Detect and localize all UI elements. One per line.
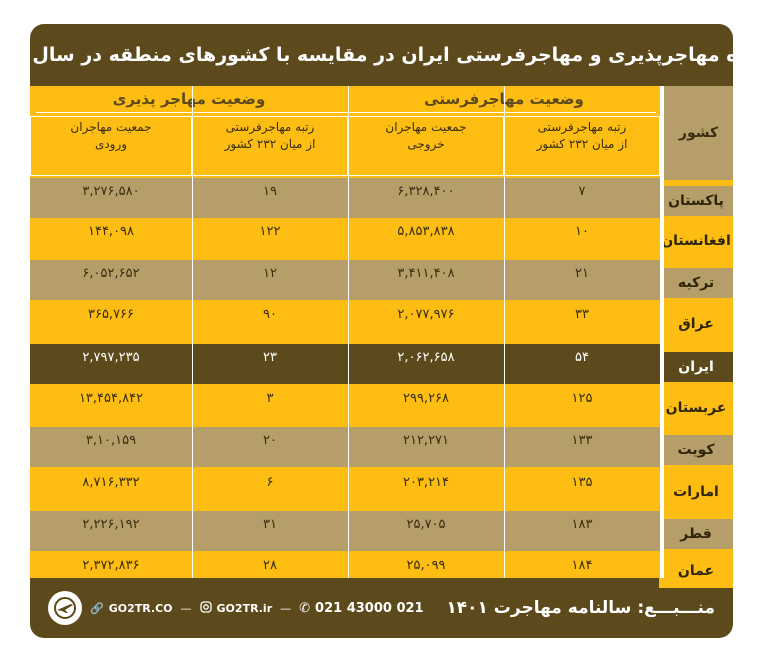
emigration-pop-cell: ۲۹۹,۲۶۸: [402, 390, 450, 406]
immigration-pop-header-box: جمعیت مهاجران ورودی: [30, 116, 192, 176]
immigration-pop-cell: ۳۶۵,۷۶۶: [87, 306, 135, 322]
emigration-rank-cell: ۵۴: [575, 349, 589, 365]
immigration-rank-cell: ۱۹: [263, 183, 277, 199]
country-cell: کویت: [659, 435, 733, 465]
immigration-pop-cell: ۲,۳۷۲,۸۳۶: [82, 557, 140, 573]
country-cell: ترکیه: [659, 268, 733, 298]
separator: —: [280, 601, 292, 615]
website-item[interactable]: 🔗 GO2TR.CO: [90, 602, 173, 615]
emigration-pop-cell: ۲۰۳,۲۱۴: [402, 474, 450, 490]
emigration-pop-cell: ۳,۴۱۱,۴۰۸: [397, 265, 455, 281]
immigration-rank-header: رتبه مهاجرفرستی از میان ۲۳۲ کشور: [193, 117, 347, 155]
separator: —: [180, 601, 192, 615]
emigration-rank-header: رتبه مهاجرفرستی از میان ۲۳۲ کشور: [505, 117, 659, 155]
table-row: ۱۳۳ ۲۱۲,۲۷۱ ۲۰ ۳,۱۰,۱۵۹ کویت: [30, 427, 733, 467]
country-column-divider: [660, 86, 664, 578]
table-row: ۱۰ ۵,۸۵۳,۸۳۸ ۱۲۲ ۱۴۴,۰۹۸ افغانستان: [30, 218, 733, 258]
immigration-pop-cell: ۳,۱۰,۱۵۹: [85, 432, 137, 448]
immigration-rank-cell: ۶: [266, 474, 274, 490]
immigration-pop-cell: ۱۳,۴۵۴,۸۴۲: [78, 390, 144, 406]
immigration-rank-cell: ۳: [266, 390, 274, 406]
instagram-item[interactable]: GO2TR.ir: [199, 600, 273, 616]
immigration-rank-cell: ۲۰: [263, 432, 277, 448]
emigration-pop-cell: ۲,۰۷۷,۹۷۶: [397, 306, 455, 322]
column-divider: [192, 86, 193, 578]
country-cell: افغانستان: [659, 226, 733, 256]
country-cell: عمان: [659, 554, 733, 588]
link-icon: 🔗: [90, 601, 104, 615]
emigration-rank-cell: ۱۰: [575, 223, 589, 239]
emigration-rank-header-box: رتبه مهاجرفرستی از میان ۲۳۲ کشور: [504, 116, 660, 176]
emigration-rank-cell: ۱۳۳: [571, 432, 593, 448]
emigration-pop-cell: ۶,۳۲۸,۴۰۰: [397, 183, 455, 199]
phone-text: 021 43000 021: [315, 600, 424, 616]
table-row: ۳۳ ۲,۰۷۷,۹۷۶ ۹۰ ۳۶۵,۷۶۶ عراق: [30, 301, 733, 341]
contact-bar: 🔗 GO2TR.CO — GO2TR.ir — ✆ 021 43000 021: [48, 590, 424, 626]
table-row: ۱۸۴ ۲۵,۰۹۹ ۲۸ ۲,۳۷۲,۸۳۶ عمان: [30, 552, 733, 588]
emigration-pop-header: جمعیت مهاجران خروجی: [349, 117, 503, 155]
country-header: کشور: [664, 86, 733, 180]
emigration-rank-cell: ۲۱: [575, 265, 589, 281]
immigration-rank-cell: ۲۳: [263, 349, 277, 365]
header-divider: [36, 112, 656, 113]
country-cell: امارات: [659, 477, 733, 507]
table-row-highlighted: ۵۴ ۲,۰۶۲,۶۵۸ ۲۳ ۲,۷۹۷,۲۳۵ ایران: [30, 344, 733, 384]
emigration-rank-cell: ۳۳: [575, 306, 589, 322]
immigration-rank-cell: ۲۸: [263, 557, 277, 573]
instagram-text: GO2TR.ir: [216, 601, 273, 615]
emigration-pop-cell: ۲۱۲,۲۷۱: [402, 432, 450, 448]
immigration-pop-header: جمعیت مهاجران ورودی: [31, 117, 191, 155]
table-row: ۱۲۵ ۲۹۹,۲۶۸ ۳ ۱۳,۴۵۴,۸۴۲ عربستان: [30, 385, 733, 425]
country-cell: پاکستان: [659, 186, 733, 216]
column-divider: [504, 86, 505, 578]
table-row: ۱۳۵ ۲۰۳,۲۱۴ ۶ ۸,۷۱۶,۳۳۲ امارات: [30, 469, 733, 509]
emigration-pop-cell: ۵,۸۵۳,۸۳۸: [397, 223, 455, 239]
phone-item[interactable]: ✆ 021 43000 021: [299, 601, 423, 616]
immigration-pop-cell: ۲,۷۹۷,۲۳۵: [82, 349, 140, 365]
immigration-pop-cell: ۱۴۴,۰۹۸: [87, 223, 135, 239]
immigration-rank-cell: ۹۰: [263, 306, 277, 322]
emigration-rank-cell: ۷: [578, 183, 586, 199]
immigration-rank-cell: ۱۲: [263, 265, 277, 281]
immigration-rank-cell: ۱۲۲: [259, 223, 281, 239]
emigration-pop-cell: ۲۵,۷۰۵: [406, 516, 446, 532]
emigration-rank-cell: ۱۸۴: [571, 557, 593, 573]
table-row: ۱۸۳ ۲۵,۷۰۵ ۳۱ ۲,۲۲۶,۱۹۲ قطر: [30, 511, 733, 551]
country-cell: عراق: [659, 309, 733, 339]
footer: منـــبـــع: سالنامه مهاجرت ۱۴۰۱ 🔗 GO2TR.…: [30, 578, 733, 638]
emigration-pop-header-box: جمعیت مهاجران خروجی: [348, 116, 504, 176]
plane-logo-icon: [54, 597, 76, 619]
immigration-pop-cell: ۸,۷۱۶,۳۳۲: [82, 474, 140, 490]
emigration-pop-cell: ۲۵,۰۹۹: [406, 557, 446, 573]
table-row: ۲۱ ۳,۴۱۱,۴۰۸ ۱۲ ۶,۰۵۲,۶۵۲ ترکیه: [30, 260, 733, 300]
instagram-icon: [199, 600, 212, 616]
page-title: جایگاه مهاجرپذیری و مهاجرفرستی ایران در …: [30, 44, 733, 66]
immigration-pop-cell: ۳,۲۷۶,۵۸۰: [82, 183, 140, 199]
immigration-pop-cell: ۶,۰۵۲,۶۵۲: [82, 265, 140, 281]
column-divider: [348, 86, 349, 578]
migration-table: وضعیت مهاجرفرستی وضعیت مهاجر پذیری رتبه …: [30, 86, 733, 588]
infographic-card: جایگاه مهاجرپذیری و مهاجرفرستی ایران در …: [30, 24, 733, 638]
go2tr-logo: [48, 591, 82, 625]
country-cell: ایران: [659, 352, 733, 382]
source-text: منـــبـــع: سالنامه مهاجرت ۱۴۰۱: [446, 598, 715, 618]
emigration-rank-cell: ۱۲۵: [571, 390, 593, 406]
immigration-rank-cell: ۳۱: [263, 516, 277, 532]
immigration-rank-header-box: رتبه مهاجرفرستی از میان ۲۳۲ کشور: [192, 116, 348, 176]
country-cell: قطر: [659, 519, 733, 549]
emigration-rank-cell: ۱۸۳: [571, 516, 593, 532]
emigration-rank-cell: ۱۳۵: [571, 474, 593, 490]
website-text: GO2TR.CO: [108, 601, 173, 615]
immigration-group-header: وضعیت مهاجر پذیری: [112, 90, 266, 108]
emigration-pop-cell: ۲,۰۶۲,۶۵۸: [397, 349, 455, 365]
immigration-pop-cell: ۲,۲۲۶,۱۹۲: [82, 516, 140, 532]
table-row: ۷ ۶,۳۲۸,۴۰۰ ۱۹ ۳,۲۷۶,۵۸۰ پاکستان: [30, 178, 733, 218]
country-cell: عربستان: [659, 393, 733, 423]
phone-icon: ✆: [299, 600, 311, 616]
